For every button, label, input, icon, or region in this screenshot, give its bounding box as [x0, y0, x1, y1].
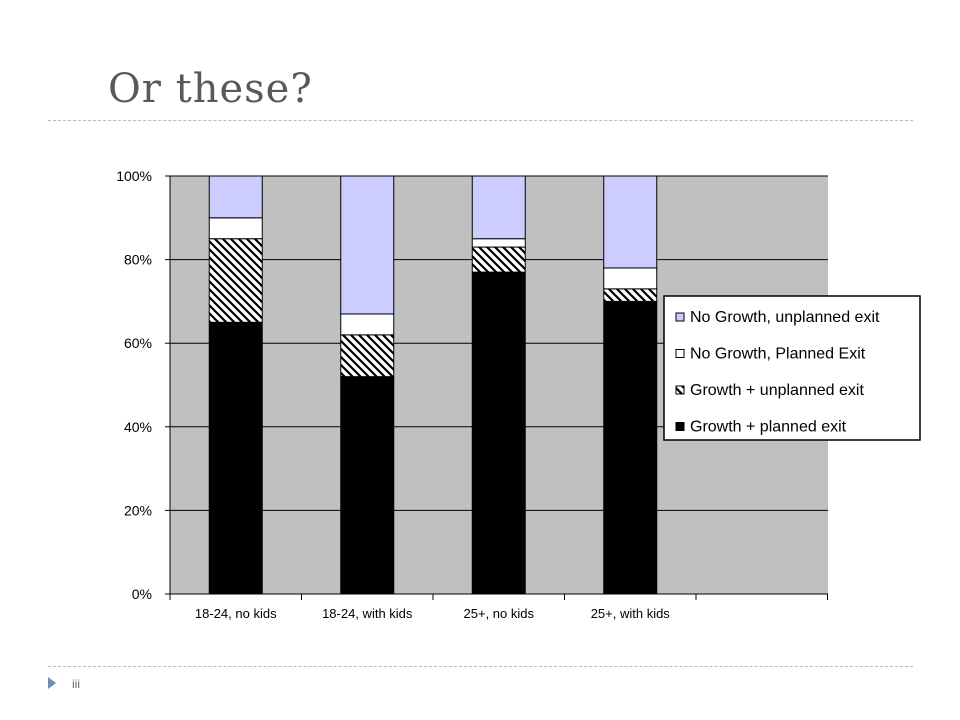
legend-item-label: No Growth, unplanned exit: [690, 309, 880, 326]
legend-swatch: [675, 422, 685, 431]
bar-segment: [603, 300, 658, 595]
footer-divider: [48, 666, 913, 667]
y-tick-label: 60%: [124, 335, 152, 351]
x-category-label: 25+, with kids: [591, 606, 671, 621]
bar-segment: [208, 238, 263, 323]
x-category-label: 18-24, with kids: [322, 606, 413, 621]
legend: [663, 295, 921, 441]
legend-item-label: Growth + unplanned exit: [690, 382, 864, 399]
bar-segment: [603, 288, 658, 302]
legend-swatch: [675, 349, 685, 358]
bar-segment: [340, 334, 395, 378]
y-tick-label: 100%: [116, 168, 152, 184]
slide-number: iii: [72, 677, 80, 691]
bar-segment: [471, 271, 526, 595]
y-tick-label: 20%: [124, 502, 152, 518]
y-tick-label: 80%: [124, 252, 152, 268]
bar-segment: [208, 321, 263, 595]
bar-segment: [471, 238, 526, 248]
x-category-label: 18-24, no kids: [195, 606, 277, 621]
title-divider: [48, 120, 913, 121]
bar-segment: [471, 246, 526, 273]
bar-segment: [208, 175, 263, 219]
legend-swatch: [675, 385, 685, 395]
y-tick-label: 40%: [124, 419, 152, 435]
y-tick-label: 0%: [132, 586, 152, 602]
bar-segment: [603, 267, 658, 290]
bar-segment: [208, 217, 263, 240]
legend-item-label: Growth + planned exit: [690, 419, 847, 436]
legend-swatch: [675, 312, 685, 322]
bar-segment: [340, 313, 395, 336]
footer-triangle-icon: [48, 677, 56, 689]
x-category-label: 25+, no kids: [464, 606, 535, 621]
slide-title: Or these?: [108, 66, 313, 112]
bar-segment: [340, 376, 395, 595]
legend-item-label: No Growth, Planned Exit: [690, 346, 866, 363]
bar-segment: [603, 175, 658, 269]
bar-segment: [340, 175, 395, 315]
bar-segment: [471, 175, 526, 240]
